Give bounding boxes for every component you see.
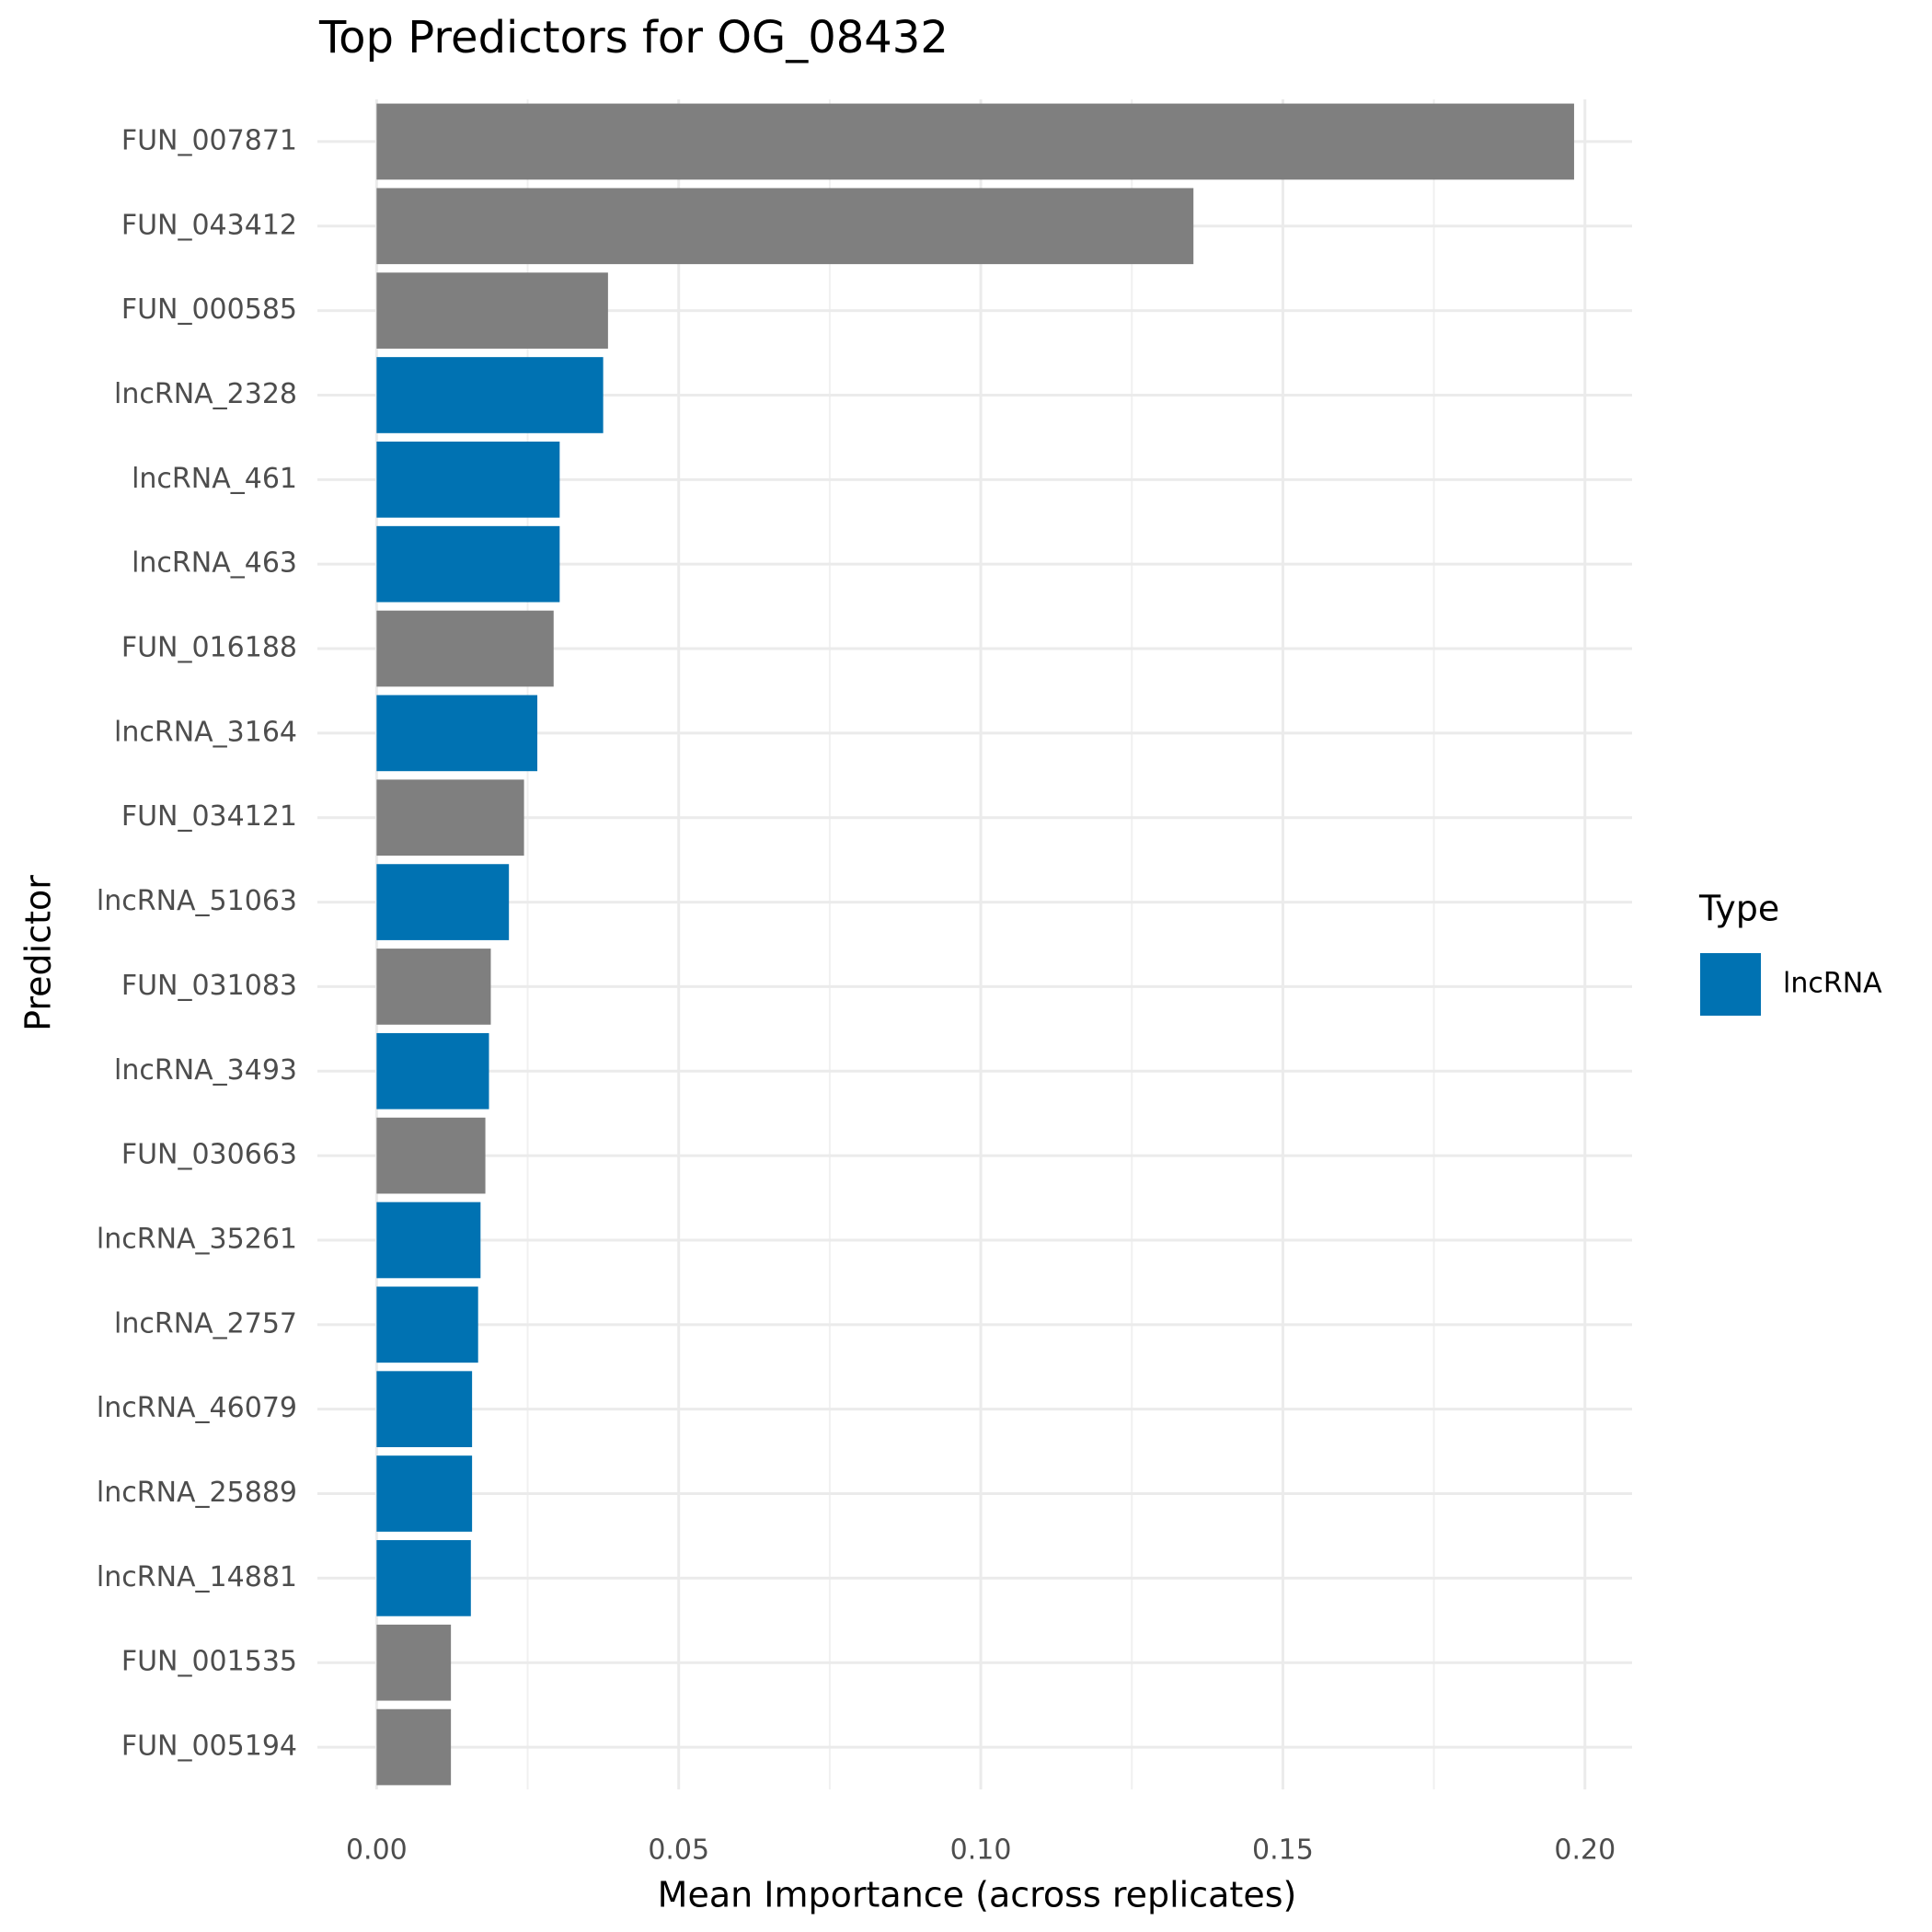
bar [376, 1540, 471, 1616]
y-tick-label: FUN_034121 [121, 800, 297, 833]
bar [376, 103, 1574, 180]
x-tick-label: 0.00 [346, 1834, 408, 1867]
y-tick-label: lncRNA_51063 [97, 885, 297, 917]
y-tick-label: lncRNA_463 [132, 547, 297, 580]
y-tick-label: lncRNA_3493 [114, 1054, 297, 1087]
bar [376, 1708, 452, 1786]
y-tick-label: lncRNA_14881 [97, 1561, 297, 1593]
chart-title: Top Predictors for OG_08432 [318, 12, 949, 63]
bar [376, 1032, 489, 1110]
bar [376, 1624, 452, 1701]
bar [376, 525, 560, 603]
bar [376, 1455, 473, 1532]
x-tick-label: 0.05 [648, 1834, 709, 1867]
bar [376, 441, 560, 518]
bar [376, 949, 491, 1025]
y-tick-label: lncRNA_2757 [114, 1307, 297, 1340]
y-tick-label: FUN_016188 [121, 632, 297, 664]
x-tick-label: 0.20 [1554, 1834, 1616, 1867]
y-tick-label: FUN_043412 [121, 209, 297, 241]
bar [376, 188, 1194, 265]
bar [376, 357, 604, 433]
bar [376, 610, 554, 687]
y-tick-label: lncRNA_461 [132, 463, 297, 495]
y-tick-label: FUN_031083 [121, 970, 297, 1002]
y-tick-label: FUN_001535 [121, 1646, 297, 1678]
y-tick-label: FUN_030663 [121, 1139, 297, 1171]
y-tick-label: FUN_007871 [121, 124, 297, 156]
x-tick-label: 0.10 [950, 1834, 1012, 1867]
y-tick-label: FUN_005194 [121, 1731, 297, 1763]
bar [376, 864, 510, 940]
bar [376, 272, 608, 349]
bar [376, 779, 524, 857]
legend-label: lncRNA [1783, 968, 1882, 1000]
bar [376, 1286, 478, 1363]
y-tick-label: FUN_000585 [121, 293, 297, 326]
bar [376, 1202, 481, 1279]
bar [376, 695, 538, 772]
y-tick-label: lncRNA_35261 [97, 1223, 297, 1255]
bar [376, 1117, 486, 1194]
legend-key [1700, 953, 1761, 1016]
bar [376, 1371, 473, 1448]
y-axis-title: Predictor [18, 875, 59, 1031]
y-tick-label: lncRNA_3164 [114, 716, 297, 748]
x-axis-title: Mean Importance (across replicates) [658, 1875, 1297, 1915]
y-tick-label: lncRNA_2328 [114, 378, 297, 410]
legend-title: Type [1698, 889, 1779, 929]
y-tick-label: lncRNA_25889 [97, 1477, 297, 1509]
y-tick-label: lncRNA_46079 [97, 1392, 297, 1424]
x-tick-label: 0.15 [1252, 1834, 1314, 1867]
